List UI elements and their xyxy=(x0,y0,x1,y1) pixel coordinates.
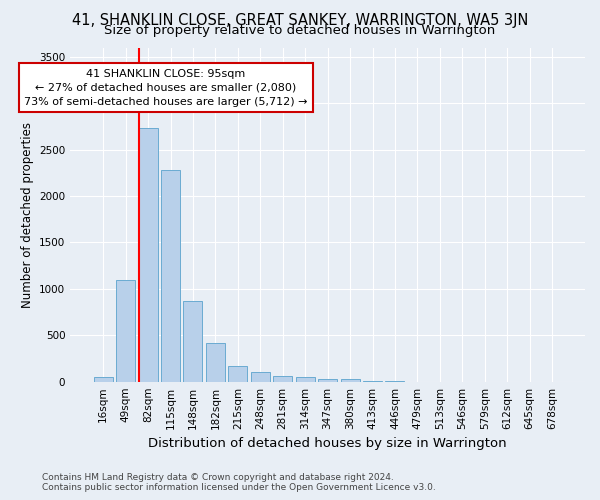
Bar xyxy=(161,170,180,382)
Bar xyxy=(363,381,382,382)
Bar xyxy=(228,366,247,382)
Text: 41, SHANKLIN CLOSE, GREAT SANKEY, WARRINGTON, WA5 3JN: 41, SHANKLIN CLOSE, GREAT SANKEY, WARRIN… xyxy=(72,12,528,28)
Bar xyxy=(251,372,270,382)
Y-axis label: Number of detached properties: Number of detached properties xyxy=(20,122,34,308)
X-axis label: Distribution of detached houses by size in Warrington: Distribution of detached houses by size … xyxy=(148,437,507,450)
Bar xyxy=(341,380,359,382)
Text: 41 SHANKLIN CLOSE: 95sqm
← 27% of detached houses are smaller (2,080)
73% of sem: 41 SHANKLIN CLOSE: 95sqm ← 27% of detach… xyxy=(24,69,308,107)
Bar xyxy=(296,376,315,382)
Text: Size of property relative to detached houses in Warrington: Size of property relative to detached ho… xyxy=(104,24,496,37)
Bar xyxy=(94,376,113,382)
Bar xyxy=(206,342,225,382)
Bar xyxy=(116,280,135,382)
Bar xyxy=(139,128,158,382)
Bar xyxy=(184,301,202,382)
Bar xyxy=(318,379,337,382)
Bar xyxy=(273,376,292,382)
Text: Contains HM Land Registry data © Crown copyright and database right 2024.
Contai: Contains HM Land Registry data © Crown c… xyxy=(42,473,436,492)
